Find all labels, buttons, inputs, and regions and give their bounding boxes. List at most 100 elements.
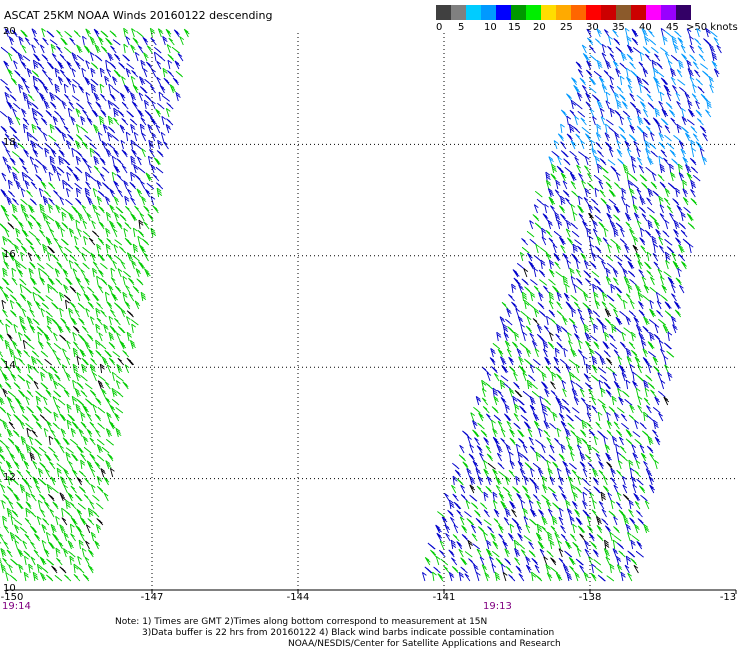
wind-barb <box>515 475 521 486</box>
wind-barb <box>594 300 601 310</box>
wind-barb <box>50 43 56 54</box>
wind-barb <box>583 373 590 382</box>
wind-barb <box>590 139 596 150</box>
wind-barb <box>508 451 514 462</box>
wind-barb <box>550 205 556 214</box>
wind-barb <box>37 294 45 302</box>
wind-barb <box>54 83 60 94</box>
wind-barb <box>105 460 112 470</box>
wind-barb <box>113 69 122 78</box>
wind-barb <box>579 388 585 398</box>
wind-barb <box>52 533 60 542</box>
wind-barb <box>603 476 608 486</box>
wind-barb <box>5 444 11 454</box>
wind-barb <box>649 214 657 222</box>
wind-barb <box>662 35 668 46</box>
wind-barb <box>64 246 72 254</box>
wind-barb <box>458 548 464 558</box>
wind-barb <box>663 355 669 366</box>
wind-barb <box>8 421 15 430</box>
wind-barb <box>491 419 496 430</box>
wind-barb <box>644 139 651 150</box>
wind-barb <box>639 174 648 182</box>
wind-barb <box>562 190 570 198</box>
wind-barb <box>474 437 480 446</box>
wind-barb <box>35 143 44 150</box>
wind-barb <box>64 30 73 38</box>
wind-barb <box>142 36 149 46</box>
wind-barb <box>121 149 128 158</box>
wind-barb <box>122 350 130 358</box>
wind-barb <box>27 252 33 262</box>
wind-barb <box>658 132 665 142</box>
wind-barb <box>644 500 650 510</box>
wind-barb <box>23 571 29 582</box>
wind-barb <box>546 550 554 558</box>
wind-barb <box>628 459 634 470</box>
wind-barb <box>597 163 603 174</box>
wind-barb <box>567 332 572 342</box>
wind-barb <box>173 29 180 38</box>
wind-barb <box>19 283 25 294</box>
wind-barb <box>75 276 82 286</box>
wind-barb <box>555 333 562 342</box>
wind-barb <box>424 556 431 566</box>
wind-barb <box>576 435 582 446</box>
wind-barb <box>100 262 108 270</box>
wind-barb <box>75 155 81 166</box>
wind-barb <box>92 494 100 502</box>
wind-barb <box>66 60 72 70</box>
wind-barb <box>627 572 633 582</box>
wind-barb <box>556 301 563 310</box>
wind-barb <box>561 380 567 390</box>
wind-barb <box>631 444 637 454</box>
wind-barb <box>601 84 608 94</box>
wind-barb <box>143 252 149 262</box>
wind-barb <box>601 518 609 526</box>
wind-barb <box>580 253 587 262</box>
wind-barb <box>51 302 59 310</box>
wind-barb <box>6 100 14 110</box>
wind-barb <box>536 333 545 342</box>
wind-barb <box>483 491 489 502</box>
wind-barb <box>574 486 583 494</box>
wind-barb <box>108 83 114 94</box>
wind-barb <box>572 324 578 334</box>
wind-barb <box>110 45 117 54</box>
wind-barb <box>591 563 596 574</box>
wind-barb <box>31 350 40 358</box>
wind-barb <box>0 453 6 462</box>
wind-barb <box>616 542 625 550</box>
wind-barb <box>506 308 512 318</box>
wind-barb <box>4 339 11 350</box>
wind-barb <box>589 243 595 254</box>
wind-barb <box>596 534 604 542</box>
wind-barb <box>31 70 40 78</box>
wind-barb <box>516 398 525 406</box>
wind-barb <box>147 213 154 222</box>
wind-barb <box>25 469 33 478</box>
wind-barb <box>522 485 529 494</box>
wind-barb <box>529 396 536 406</box>
wind-barb <box>89 437 96 446</box>
wind-barb <box>29 324 36 334</box>
wind-barb <box>84 477 91 486</box>
wind-barb <box>179 36 185 46</box>
wind-barb <box>55 404 61 414</box>
wind-barb <box>18 564 24 574</box>
wind-barb <box>108 220 116 230</box>
wind-barb <box>630 331 637 342</box>
wind-barb <box>56 172 62 182</box>
wind-barb <box>500 397 507 406</box>
y-tick-label: 12 <box>3 471 16 483</box>
wind-barb <box>20 61 27 70</box>
wind-barb <box>57 540 64 550</box>
wind-barb <box>599 356 606 366</box>
wind-barb <box>14 70 22 78</box>
wind-barb <box>61 517 68 526</box>
wind-barb <box>612 548 619 558</box>
wind-barb <box>554 211 561 222</box>
wind-barb <box>548 268 555 278</box>
wind-barb <box>544 388 550 398</box>
wind-barb <box>619 62 627 70</box>
